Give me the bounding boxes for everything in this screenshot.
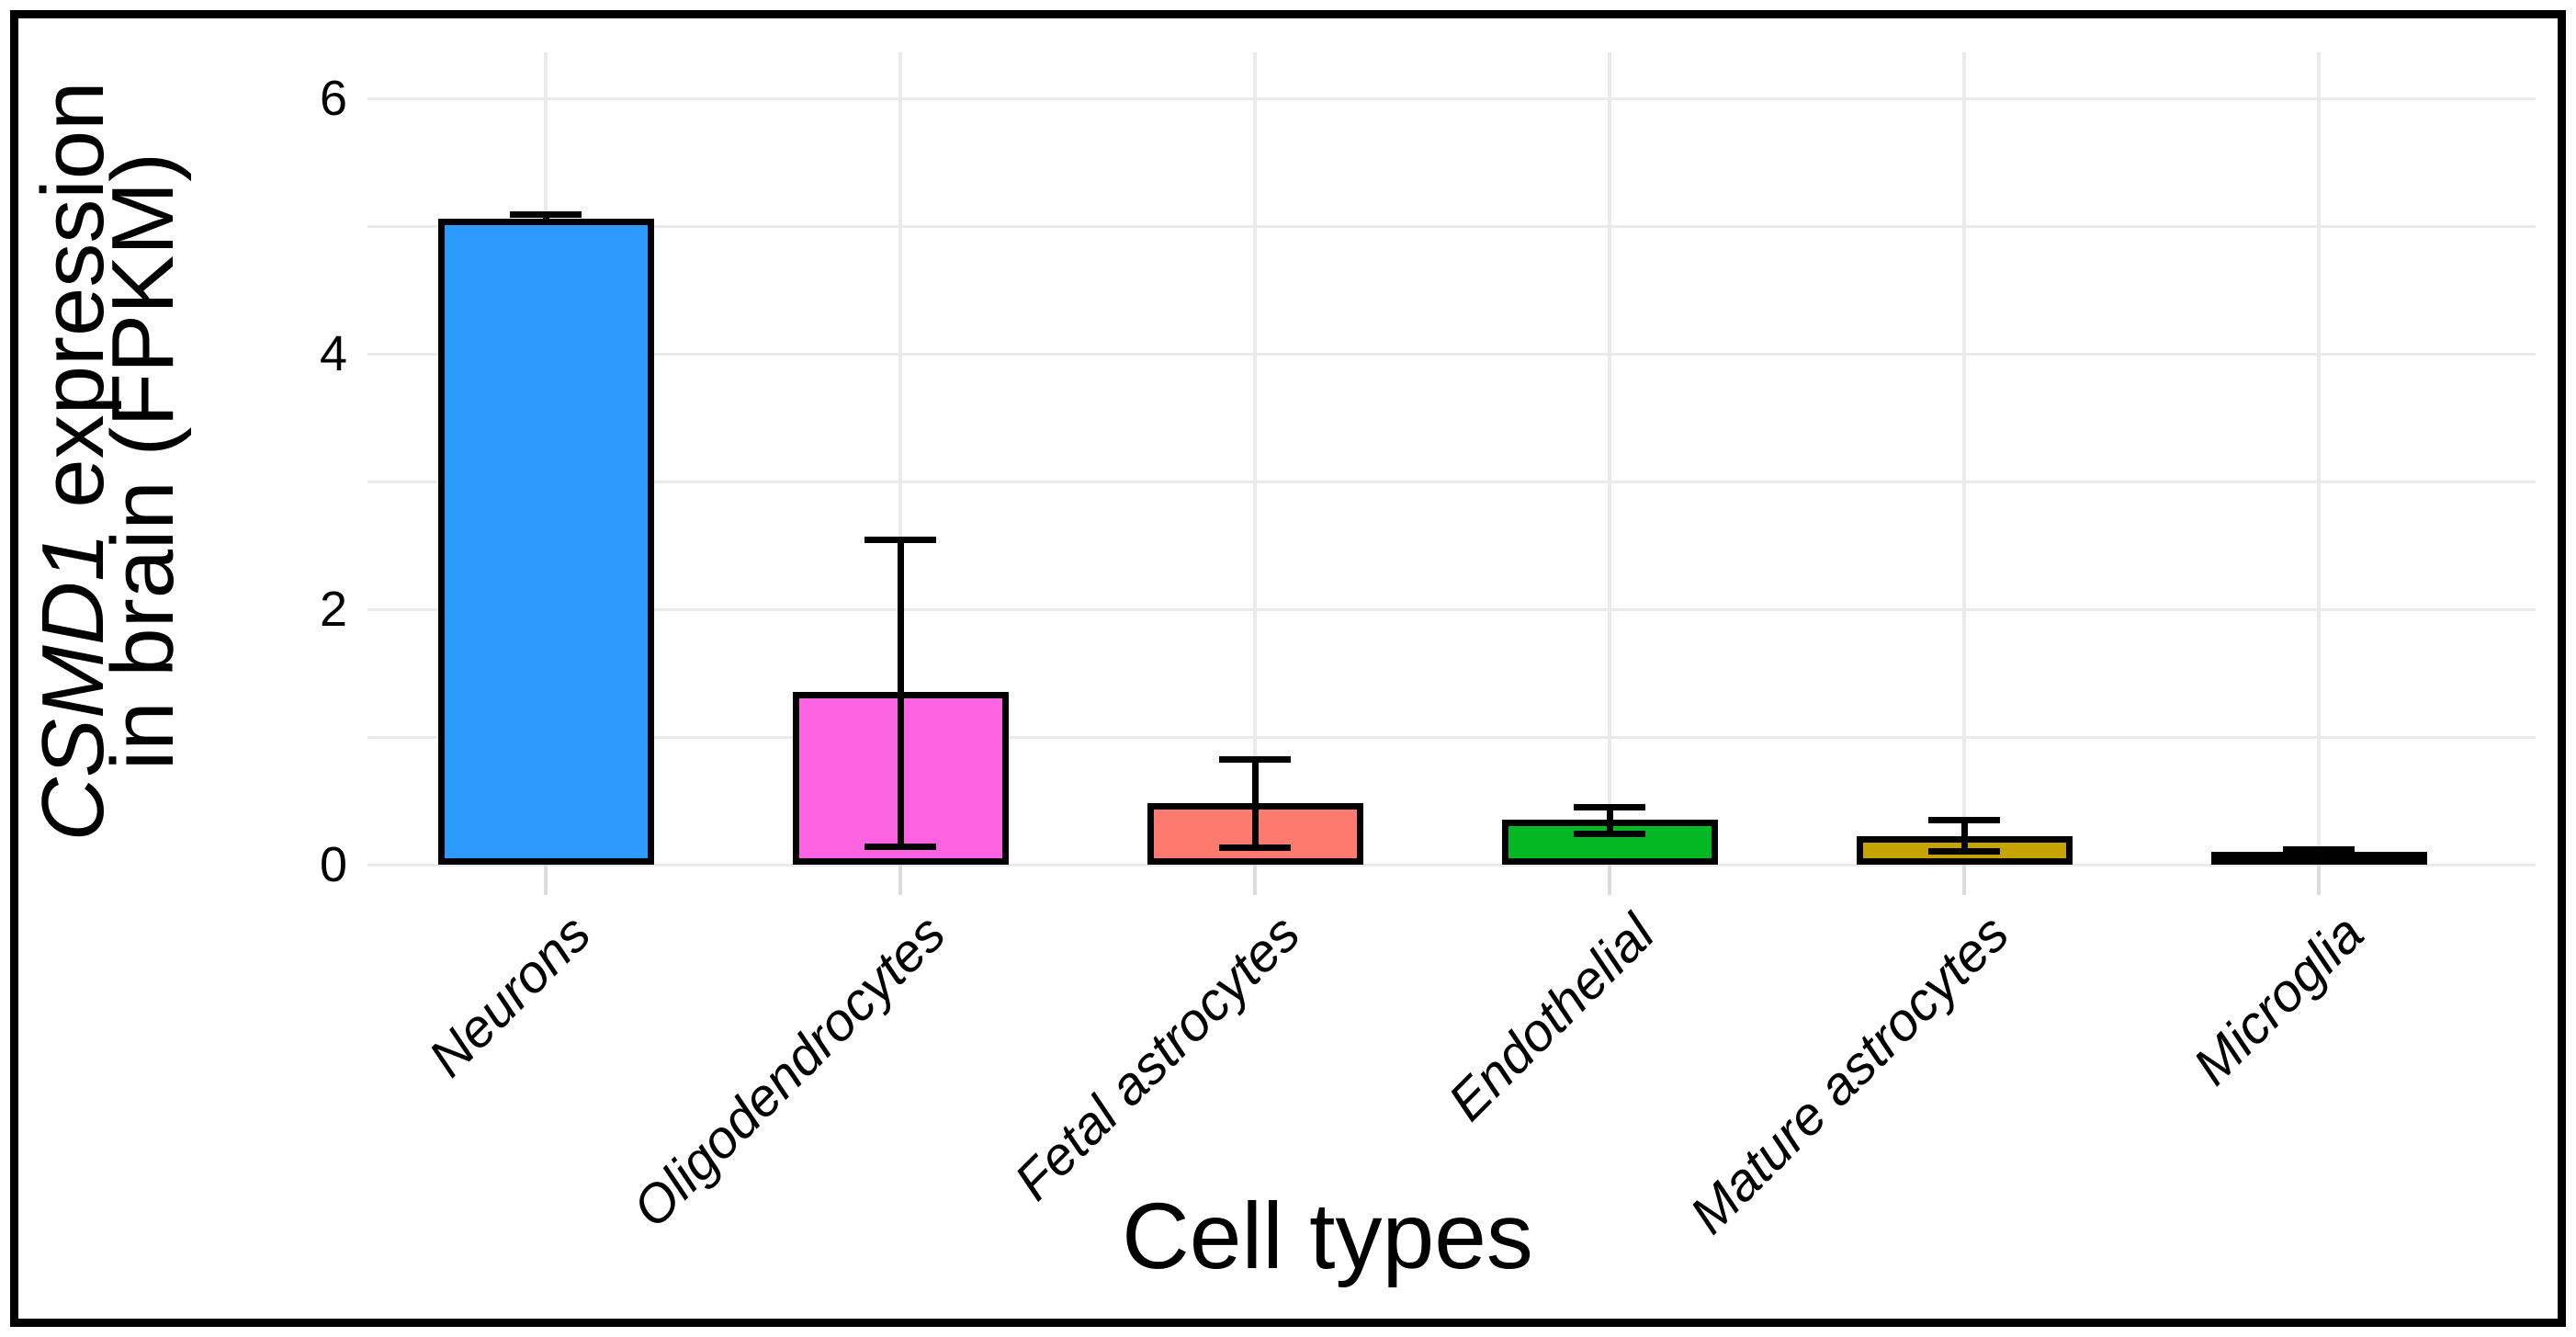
gridline-h (367, 607, 2536, 611)
error-bar-cap-bottom-microglia (2283, 850, 2355, 857)
gridline-v (898, 52, 902, 865)
error-bar-cap-top-fetal-astrocytes (1219, 755, 1291, 763)
error-bar-cap-bottom-fetal-astrocytes (1219, 844, 1291, 851)
x-tick-mark (1962, 865, 1966, 895)
error-bar-line-oligodendrocytes (897, 538, 904, 847)
gridline-v (2317, 52, 2321, 865)
gridline-v (1253, 52, 1257, 865)
x-category-label-microglia: Microglia (2182, 903, 2376, 1097)
error-bar-line-fetal-astrocytes (1251, 758, 1259, 848)
error-bar-line-mature-astrocytes (1960, 820, 1968, 853)
error-bar-cap-top-neurons (510, 211, 582, 219)
error-bar-line-neurons (542, 214, 549, 222)
y-tick-label-4: 4 (319, 326, 347, 381)
gridline-h (367, 863, 2536, 867)
x-category-label-neurons: Neurons (417, 903, 603, 1089)
x-tick-mark (1608, 865, 1611, 895)
error-bar-cap-top-mature-astrocytes (1928, 817, 2000, 824)
gridline-h (367, 352, 2536, 356)
x-tick-mark (544, 865, 548, 895)
gridline-v (1962, 52, 1966, 865)
x-tick-mark (1253, 865, 1257, 895)
x-category-label-oligodendrocytes: Oligodendrocytes (621, 903, 957, 1240)
error-bar-cap-bottom-oligodendrocytes (864, 843, 936, 850)
x-category-label-fetal-astrocytes: Fetal astrocytes (1002, 903, 1312, 1212)
error-bar-cap-bottom-neurons (510, 218, 582, 225)
gridline-v (1608, 52, 1611, 865)
y-tick-label-2: 2 (319, 582, 347, 637)
x-tick-mark (898, 865, 902, 895)
error-bar-cap-top-endothelial (1574, 804, 1645, 811)
error-bar-cap-top-microglia (2283, 846, 2355, 854)
gridline-h (367, 480, 2536, 483)
y-axis-title-line2: in brain (FPKM) (94, 152, 192, 771)
error-bar-cap-bottom-mature-astrocytes (1928, 848, 2000, 855)
gridline-h (367, 224, 2536, 228)
bar-neurons (437, 218, 654, 865)
x-category-label-mature-astrocytes: Mature astrocytes (1678, 903, 2021, 1246)
error-bar-cap-bottom-endothelial (1574, 830, 1645, 837)
x-axis-title: Cell types (1122, 1184, 1533, 1288)
y-axis-title: CSMD1 expression in brain (FPKM) (24, 82, 192, 842)
error-bar-line-endothelial (1606, 807, 1613, 834)
gridline-h (367, 735, 2536, 739)
error-bar-cap-top-oligodendrocytes (864, 536, 936, 543)
x-category-label-endothelial: Endothelial (1437, 903, 1666, 1133)
gridline-h (367, 96, 2536, 100)
y-tick-label-6: 6 (319, 71, 347, 126)
x-tick-mark (2317, 865, 2321, 895)
plot-area (367, 52, 2536, 895)
y-tick-label-0: 0 (319, 837, 347, 892)
